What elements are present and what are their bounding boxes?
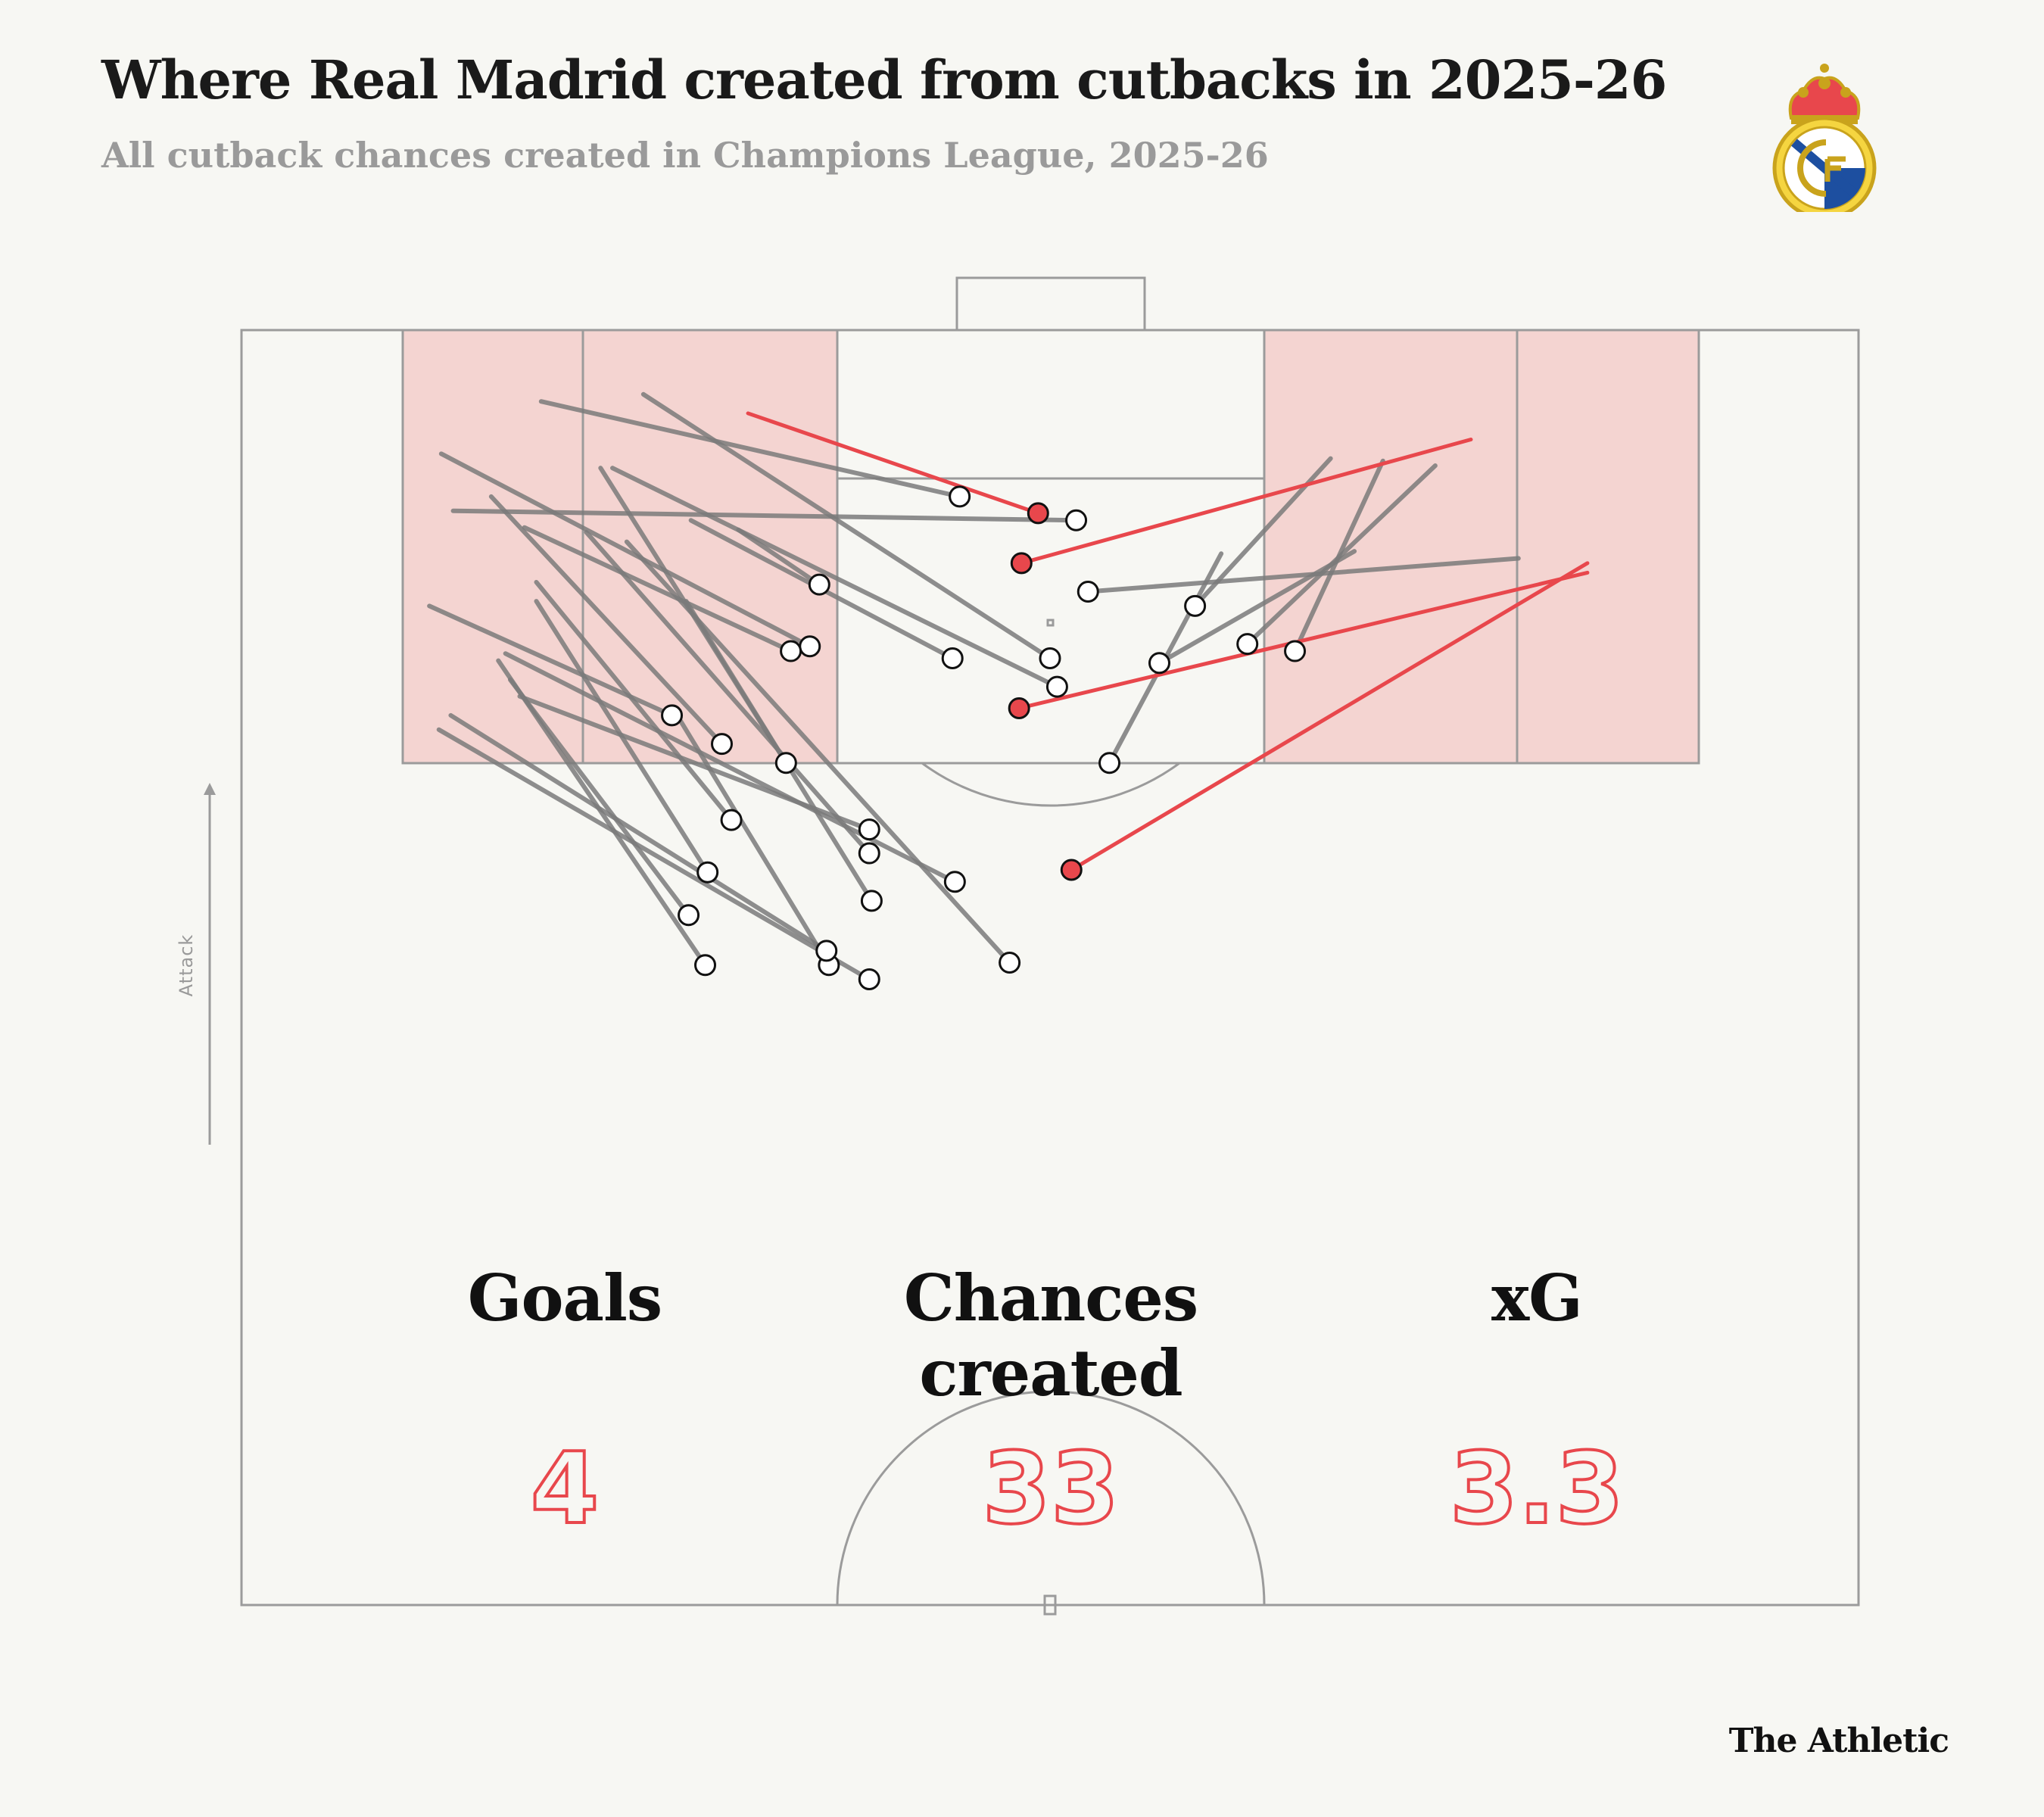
xg-label: xG bbox=[1491, 1261, 1583, 1335]
chance-pass-line bbox=[1245, 463, 1438, 647]
chances-created-label: Chances created bbox=[903, 1261, 1198, 1410]
goal-pass-line bbox=[746, 411, 1040, 516]
xg-value: 3.3 bbox=[1448, 1429, 1625, 1547]
six-yard-box bbox=[836, 329, 1266, 480]
goal-pass-line bbox=[1069, 561, 1590, 872]
right-cutback-zone bbox=[1264, 330, 1699, 763]
chart-subtitle: All cutback chances created in Champions… bbox=[101, 135, 1269, 176]
goal-shot-point bbox=[1008, 697, 1030, 719]
centre-circle-arc bbox=[836, 1390, 1266, 1606]
chance-pass-line bbox=[488, 494, 724, 746]
chance-pass-line bbox=[624, 539, 1012, 965]
chance-shot-point bbox=[799, 635, 821, 658]
chance-pass-line bbox=[584, 530, 872, 856]
chance-shot-point bbox=[1148, 652, 1170, 675]
chance-pass-line bbox=[1086, 556, 1521, 594]
chance-shot-point bbox=[1236, 633, 1259, 656]
chance-shot-point bbox=[941, 647, 964, 669]
chance-shot-point bbox=[780, 640, 802, 662]
goal-pass-line bbox=[1017, 570, 1590, 710]
chance-pass-line bbox=[503, 651, 958, 884]
chance-shot-point bbox=[711, 733, 734, 756]
chance-shot-point bbox=[858, 818, 880, 841]
chance-pass-line bbox=[448, 712, 829, 953]
chance-shot-point bbox=[678, 904, 700, 927]
chance-pass-line bbox=[671, 708, 831, 968]
chances-created-value: 33 bbox=[981, 1429, 1121, 1547]
chance-shot-point bbox=[661, 704, 684, 727]
chance-pass-line bbox=[438, 451, 812, 649]
goal-shot-point bbox=[1060, 859, 1083, 881]
attack-arrow bbox=[204, 783, 216, 1145]
pitch-markings bbox=[240, 276, 1860, 1616]
chance-pass-line bbox=[534, 579, 734, 823]
chance-pass-line bbox=[496, 658, 708, 968]
chance-pass-line bbox=[684, 599, 874, 903]
penalty-arc bbox=[921, 762, 1180, 807]
goal bbox=[955, 276, 1146, 332]
chance-shot-point bbox=[696, 861, 719, 884]
chance-shot-point bbox=[815, 940, 838, 962]
chance-shot-point bbox=[1077, 581, 1099, 603]
goal-shot-point bbox=[1027, 502, 1049, 525]
chance-shot-point bbox=[1098, 752, 1121, 774]
chance-shot-point bbox=[860, 890, 883, 912]
chart-title: Where Real Madrid created from cutbacks … bbox=[101, 48, 1667, 111]
chance-pass-line bbox=[538, 399, 962, 499]
chance-pass-line bbox=[1157, 549, 1357, 665]
chance-shot-point bbox=[999, 952, 1021, 974]
chance-shot-point bbox=[720, 809, 743, 831]
chance-pass-line bbox=[640, 391, 1052, 661]
chance-shot-point bbox=[1065, 509, 1088, 531]
goals-label: Goals bbox=[467, 1261, 662, 1335]
chance-shot-point bbox=[949, 485, 971, 508]
chance-shot-point bbox=[774, 752, 797, 774]
chance-shot-point bbox=[858, 968, 880, 991]
goals-value: 4 bbox=[529, 1429, 600, 1547]
chance-shot-point bbox=[943, 871, 966, 893]
chance-pass-line bbox=[534, 599, 710, 875]
goal-pass-line bbox=[1019, 437, 1473, 566]
chance-dots bbox=[661, 485, 1307, 991]
chance-pass-line bbox=[610, 466, 1060, 690]
chance-shot-point bbox=[694, 954, 717, 977]
the-athletic-logo: The Athletic bbox=[1728, 1722, 1949, 1760]
real-madrid-crest-icon bbox=[1764, 53, 1885, 220]
chance-lines bbox=[427, 391, 1590, 982]
chance-pass-line bbox=[436, 727, 872, 982]
chance-shot-point bbox=[1284, 640, 1307, 662]
attack-direction-label: Attack bbox=[176, 933, 197, 997]
penalty-spot bbox=[1046, 619, 1055, 627]
chance-shot-point bbox=[858, 842, 880, 865]
centre-spot bbox=[1043, 1594, 1057, 1616]
chance-shot-point bbox=[808, 573, 830, 596]
chance-shot-point bbox=[1045, 675, 1068, 698]
chance-shot-point bbox=[1184, 594, 1207, 617]
goal-shot-point bbox=[1010, 552, 1033, 575]
chance-pass-line bbox=[522, 525, 793, 654]
chance-shot-point bbox=[1039, 647, 1061, 669]
